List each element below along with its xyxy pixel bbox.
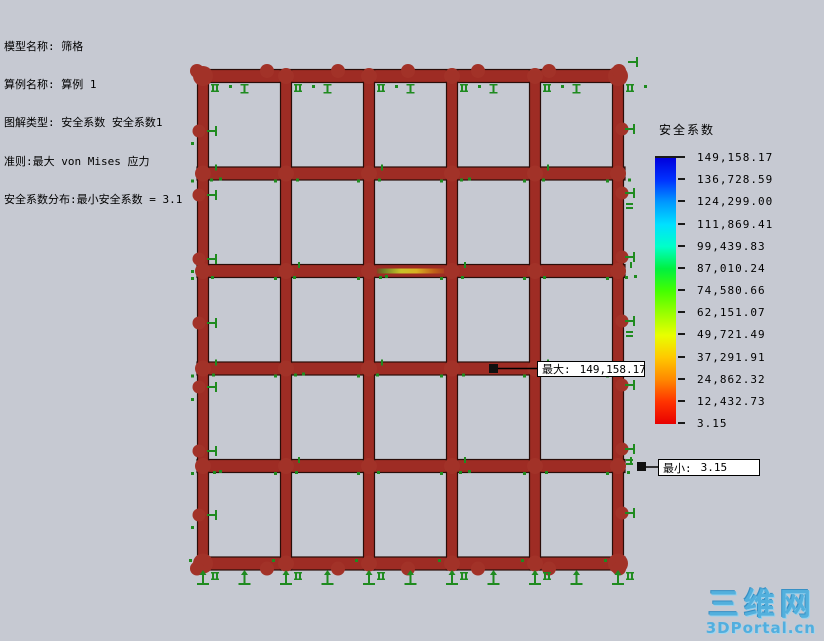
info-model-name: 模型名称: 筛格 [4,39,84,53]
watermark: 三维网 3DPortal.cn [706,590,816,637]
watermark-site-name: 三维网 [708,587,816,623]
info-study-name: 算例名称: 算例 1 [4,77,97,91]
min-value-callout[interactable]: 最小: 3.15 [658,459,760,476]
plot-info-panel: 模型名称: 筛格 算例名称: 算例 1 图解类型: 安全系数 安全系数1 准则:… [4,15,182,233]
info-plot-type: 图解类型: 安全系数 安全系数1 [4,116,163,130]
info-criterion: 准则:最大 von Mises 应力 [4,154,150,168]
joint-nodes [190,64,629,576]
watermark-site-url: 3DPortal.cn [705,619,816,637]
max-value-callout[interactable]: 最大: 149,158.17 [537,361,646,377]
max-callout-value: 149,158.17 [579,362,646,376]
min-callout-label: 最小: [663,461,692,475]
max-callout-label: 最大: [542,363,571,376]
probe-markers [489,364,658,471]
info-distribution: 安全系数分布:最小安全系数 = 3.1 [4,193,183,207]
min-callout-value: 3.15 [700,461,728,474]
beams [196,68,626,571]
fixture-symbols [189,57,647,585]
